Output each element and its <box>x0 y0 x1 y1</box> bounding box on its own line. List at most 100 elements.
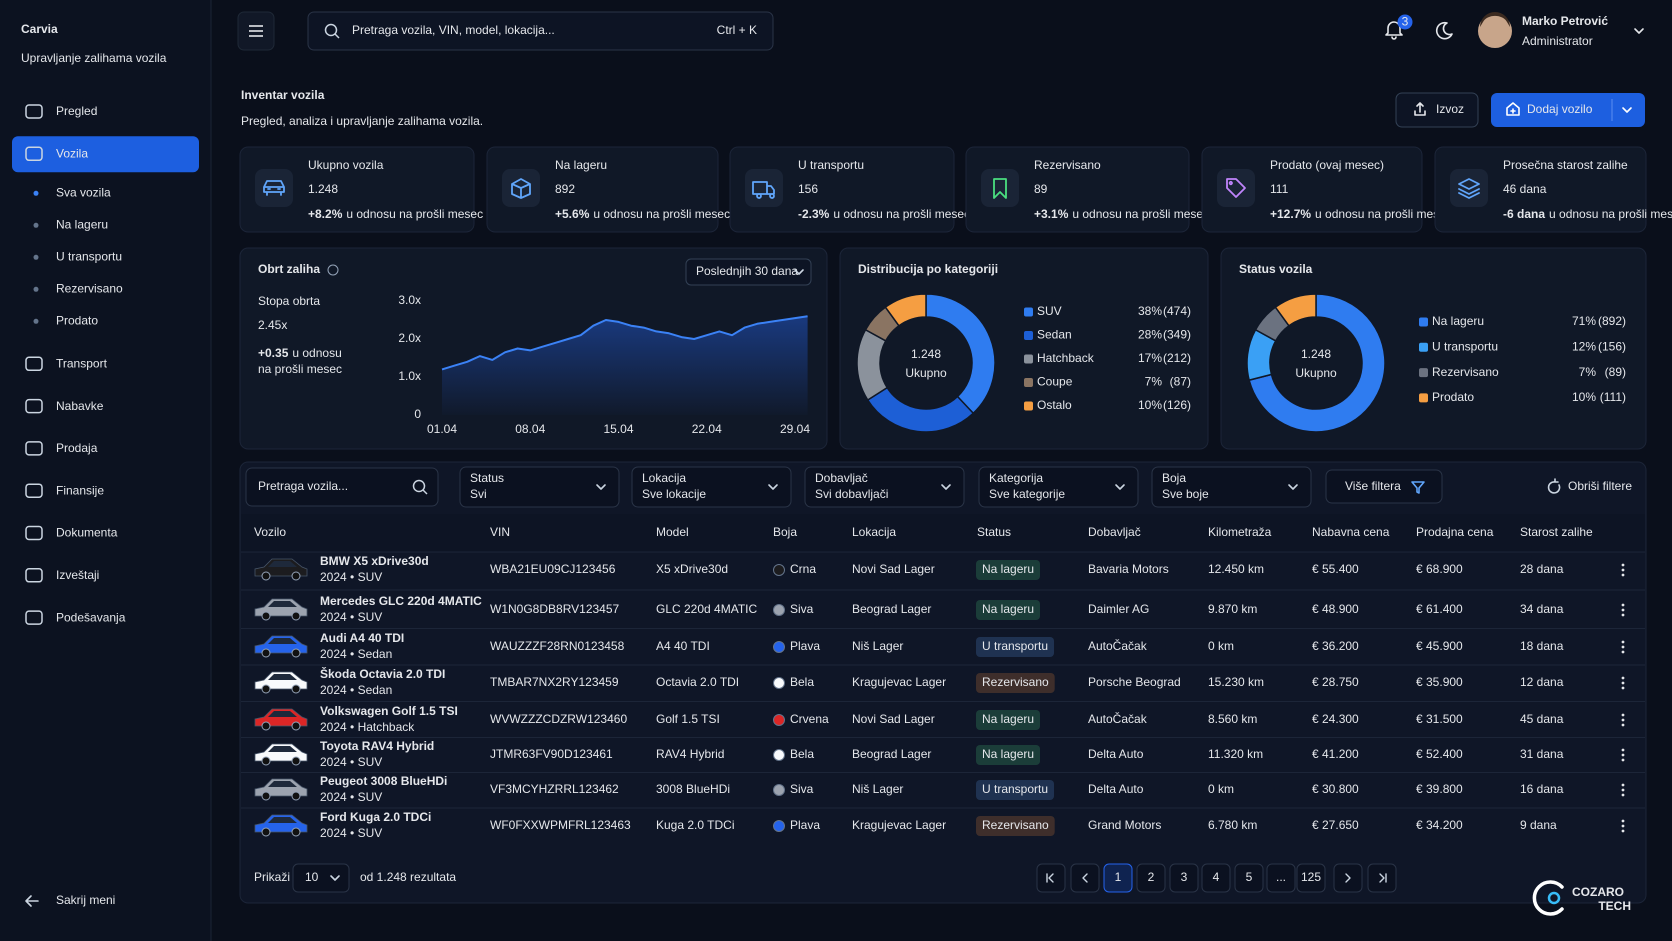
car-wheel <box>291 721 301 731</box>
car-body <box>254 814 308 833</box>
nav-item[interactable]: Podešavanja <box>56 610 126 624</box>
page-number: 1 <box>1115 870 1122 884</box>
row-menu[interactable] <box>1615 560 1631 580</box>
kpi-value: 156 <box>798 182 818 196</box>
cell-km: 12.450 km <box>1208 562 1264 576</box>
card-title: Obrt zaliha <box>258 262 320 276</box>
page-button[interactable] <box>1103 863 1133 893</box>
row-menu[interactable] <box>1615 745 1631 765</box>
nav-item[interactable]: Finansije <box>56 483 104 497</box>
column-header: Nabavna cena <box>1312 525 1390 539</box>
nav-item[interactable]: Nabavke <box>56 399 104 413</box>
status-badge <box>976 710 1041 730</box>
page-button[interactable] <box>1266 863 1296 893</box>
page-button[interactable] <box>1136 863 1166 893</box>
page-button[interactable] <box>1201 863 1231 893</box>
row-menu[interactable] <box>1615 710 1631 730</box>
legend-count: (87) <box>1170 375 1191 389</box>
filter-select[interactable] <box>804 466 965 508</box>
page-button[interactable] <box>1169 863 1199 893</box>
cell-vin: WVWZZZCDZRW123460 <box>490 712 627 726</box>
kpi-change: +12.7% <box>1270 207 1311 221</box>
nav-item[interactable]: Izveštaji <box>56 568 99 582</box>
cell-model: Golf 1.5 TSI <box>656 712 720 726</box>
cell-vin: W1N0G8DB8RV123457 <box>490 602 620 616</box>
column-header: Dobavljač <box>1088 525 1141 539</box>
legend-swatch <box>1419 393 1428 403</box>
page-nav[interactable] <box>1333 863 1363 893</box>
legend-label: Na lageru <box>1432 314 1484 328</box>
kpi-card <box>1201 146 1423 233</box>
legend-count: (126) <box>1163 398 1191 412</box>
nav-item[interactable]: Dokumenta <box>56 526 118 540</box>
kpi-label: Prosečna starost zalihe <box>1503 158 1628 172</box>
cell-location: Kragujevac Lager <box>852 818 946 832</box>
donut-total: 1.248 <box>1301 347 1331 361</box>
legend-value: 71% <box>1572 314 1596 328</box>
add-label[interactable]: Dodaj vozilo <box>1527 102 1593 116</box>
nav-subitem[interactable]: Na lageru <box>56 217 108 231</box>
page-button[interactable] <box>1234 863 1264 893</box>
clear-filters[interactable]: Obriši filtere <box>1568 479 1632 493</box>
cell-km: 8.560 km <box>1208 712 1257 726</box>
y-tick-label: 0 <box>414 407 421 421</box>
filter-select[interactable] <box>459 466 620 508</box>
page-nav[interactable] <box>1367 863 1397 893</box>
page-size-select[interactable] <box>292 863 350 893</box>
nav-item[interactable]: Pregled <box>56 104 97 118</box>
export-button[interactable] <box>1395 92 1479 128</box>
nav-subitem[interactable]: U transportu <box>56 249 122 263</box>
row-menu-dot <box>1621 788 1625 792</box>
nav-active[interactable] <box>12 136 199 173</box>
row-menu-dot <box>1621 753 1625 757</box>
cell-age: 45 dana <box>1520 712 1564 726</box>
status-badge <box>976 780 1055 800</box>
cell-location: Novi Sad Lager <box>852 562 935 576</box>
add-button[interactable] <box>1491 93 1645 127</box>
nav-item[interactable]: Vozila <box>56 146 88 160</box>
status-badge <box>976 673 1055 693</box>
kpi-label: U transportu <box>798 158 864 172</box>
row-menu[interactable] <box>1615 816 1631 836</box>
page-number: 3 <box>1181 870 1188 884</box>
cell-vin: WAUZZZF28RN0123458 <box>490 639 625 653</box>
page-button[interactable] <box>1296 863 1326 893</box>
kpi-card <box>239 146 475 233</box>
nav-item[interactable]: Transport <box>56 356 108 370</box>
row-menu-dot <box>1621 748 1625 752</box>
avatar[interactable] <box>1478 14 1512 48</box>
row-menu[interactable] <box>1615 673 1631 693</box>
kpi-value: 46 dana <box>1503 182 1547 196</box>
cell-age: 9 dana <box>1520 818 1557 832</box>
legend-value: 12% <box>1572 339 1596 353</box>
row-menu[interactable] <box>1615 780 1631 800</box>
row-menu-dot <box>1621 603 1625 607</box>
nav-subitem[interactable]: Rezervisano <box>56 281 123 295</box>
collapse-icon <box>25 895 39 907</box>
row-menu[interactable] <box>1615 600 1631 620</box>
cell-model: Kuga 2.0 TDCi <box>656 818 735 832</box>
car-wheel <box>291 648 301 658</box>
nav-item[interactable]: Prodaja <box>56 441 98 455</box>
kpi-change: +5.6% <box>555 207 590 221</box>
logo-dot <box>1547 891 1561 905</box>
table-search[interactable] <box>245 467 439 507</box>
collapse-menu[interactable]: Sakrij meni <box>56 893 115 907</box>
search-box[interactable] <box>307 11 774 51</box>
filter-select[interactable] <box>1151 466 1312 508</box>
period-select[interactable] <box>685 258 812 286</box>
search-icon <box>334 33 340 39</box>
filter-select[interactable] <box>631 466 792 508</box>
more-filters[interactable] <box>1325 469 1443 504</box>
avatar-hair <box>1480 12 1510 27</box>
page-nav[interactable] <box>1070 863 1100 893</box>
nav-subitem[interactable]: Prodato <box>56 313 98 327</box>
search-placeholder: Pretraga vozila, VIN, model, lokacija... <box>352 23 555 37</box>
cell-sell: € 39.800 <box>1416 782 1463 796</box>
page-nav[interactable] <box>1036 863 1066 893</box>
nav-subitem[interactable]: Sva vozila <box>56 185 111 199</box>
search-shortcut: Ctrl + K <box>717 23 757 37</box>
filter-select[interactable] <box>978 466 1139 508</box>
export-label[interactable]: Izvoz <box>1436 102 1464 116</box>
row-menu[interactable] <box>1615 637 1631 657</box>
